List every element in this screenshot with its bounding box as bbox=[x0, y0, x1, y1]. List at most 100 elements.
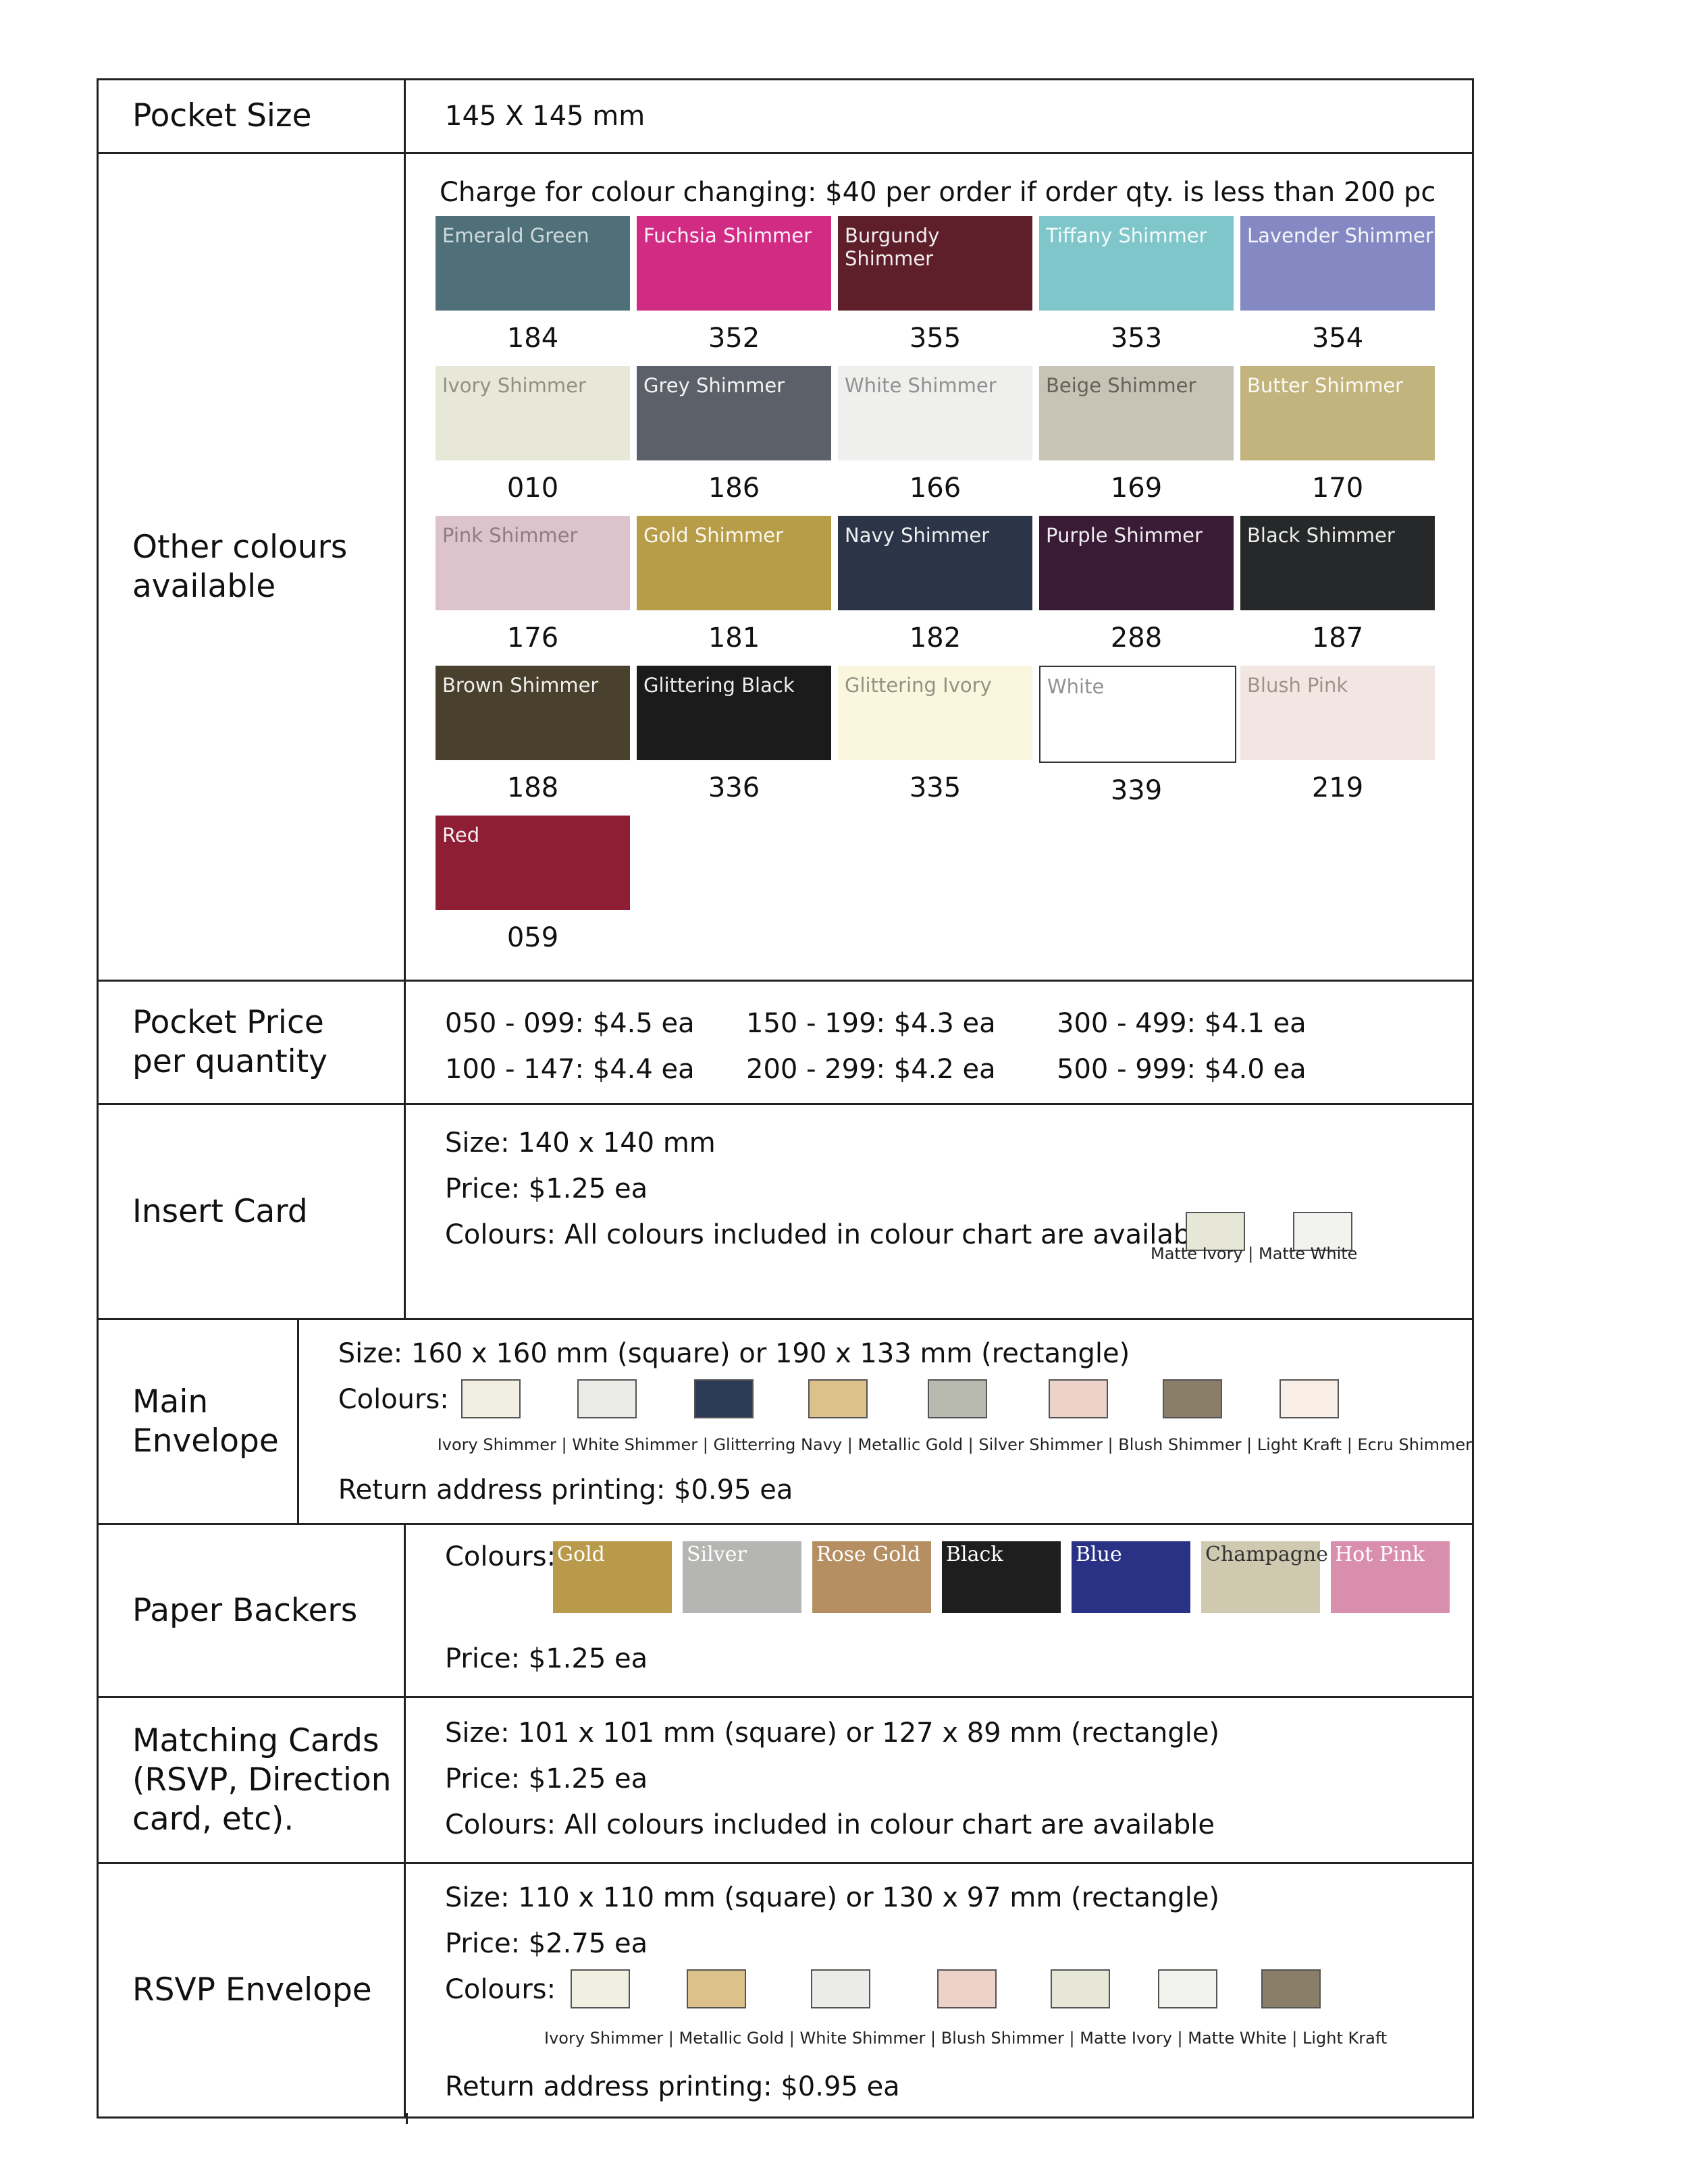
colour-swatch-name: Burgundy Shimmer bbox=[845, 224, 940, 270]
colour-swatch-name: Tiffany Shimmer bbox=[1046, 224, 1207, 247]
row-content: Size: 140 x 140 mm Price: $1.25 ea Colou… bbox=[406, 1105, 1472, 1318]
price-tier: 150 - 199: $4.3 ea bbox=[746, 1008, 996, 1039]
paper-backer-swatch: Hot Pink bbox=[1331, 1541, 1450, 1613]
colour-chart: Emerald Green 184 Fuchsia Shimmer 352 Burgun… bbox=[436, 216, 1472, 986]
colour-swatch-code: 059 bbox=[506, 922, 559, 953]
row-content: 050 - 099: $4.5 ea 150 - 199: $4.3 ea 30… bbox=[406, 982, 1472, 1103]
colour-swatch: Brown Shimmer bbox=[436, 666, 630, 760]
colour-swatch-cell: Beige Shimmer 169 bbox=[1039, 366, 1234, 516]
row-label: Paper Backers bbox=[99, 1525, 406, 1696]
paper-backer-name: Rose Gold bbox=[816, 1543, 921, 1566]
envelope-colour-swatch bbox=[811, 1969, 870, 2008]
paper-backer-name: Gold bbox=[557, 1543, 605, 1566]
row-pocket-price: Pocket Price per quantity 050 - 099: $4.… bbox=[99, 982, 1472, 1105]
envelope-colour-swatch bbox=[1261, 1969, 1321, 2008]
paper-backers-colours-line: Colours: Gold Silver Rose Gold Black Blue Cha… bbox=[445, 1541, 1472, 1636]
envelope-colour-swatch bbox=[577, 1379, 637, 1418]
row-content: Size: 101 x 101 mm (square) or 127 x 89 … bbox=[406, 1698, 1472, 1862]
colour-swatch: Red bbox=[436, 816, 630, 910]
colour-swatch: White bbox=[1039, 666, 1236, 763]
colour-change-charge: Charge for colour changing: $40 per orde… bbox=[440, 177, 1436, 208]
row-other-colours: Other colours available Charge for colou… bbox=[99, 154, 1472, 982]
colour-swatch-cell: Purple Shimmer 288 bbox=[1039, 516, 1234, 666]
colour-swatch-code: 335 bbox=[909, 772, 961, 803]
colour-swatch: Blush Pink bbox=[1240, 666, 1435, 760]
price-tier: 500 - 999: $4.0 ea bbox=[1057, 1054, 1307, 1085]
colour-swatch-code: 352 bbox=[708, 323, 760, 354]
matching-cards-size: Size: 101 x 101 mm (square) or 127 x 89 … bbox=[445, 1717, 1220, 1749]
colour-swatch-name: Black Shimmer bbox=[1247, 524, 1395, 547]
rsvp-envelope-caption: Ivory Shimmer | Metallic Gold | White Sh… bbox=[544, 2029, 1388, 2048]
colour-swatch: White Shimmer bbox=[838, 366, 1032, 460]
price-tier: 100 - 147: $4.4 ea bbox=[445, 1054, 695, 1085]
colour-swatch-cell: Gold Shimmer 181 bbox=[637, 516, 831, 666]
row-rsvp-envelope: RSVP Envelope Size: 110 x 110 mm (square… bbox=[99, 1864, 1472, 2119]
colour-swatch-name: Glittering Ivory bbox=[845, 674, 992, 697]
paper-backer-name: Black bbox=[946, 1543, 1003, 1566]
colour-swatch: Emerald Green bbox=[436, 216, 630, 311]
colour-swatch-name: Brown Shimmer bbox=[442, 674, 599, 697]
paper-backer-swatch: Champagne bbox=[1201, 1541, 1328, 1613]
paper-backer-name: Hot Pink bbox=[1335, 1543, 1425, 1566]
colour-swatch-cell: Red 059 bbox=[436, 816, 630, 965]
insert-price: Price: $1.25 ea bbox=[445, 1173, 648, 1204]
main-envelope-return-printing: Return address printing: $0.95 ea bbox=[338, 1474, 793, 1506]
colour-swatch: Lavender Shimmer bbox=[1240, 216, 1435, 311]
colour-swatch-cell: Grey Shimmer 186 bbox=[637, 366, 831, 516]
envelope-colour-swatch bbox=[1048, 1379, 1108, 1418]
colour-swatch: Navy Shimmer bbox=[838, 516, 1032, 610]
colour-swatch-cell: White Shimmer 166 bbox=[838, 366, 1032, 516]
colour-swatch-name: Blush Pink bbox=[1247, 674, 1348, 697]
colour-swatch: Tiffany Shimmer bbox=[1039, 216, 1234, 311]
envelope-colour-swatch bbox=[460, 1379, 521, 1418]
main-envelope-size: Size: 160 x 160 mm (square) or 190 x 133… bbox=[338, 1338, 1130, 1369]
colours-label: Colours: bbox=[445, 1974, 556, 2005]
colour-swatch-name: Fuchsia Shimmer bbox=[643, 224, 812, 247]
colour-swatch-name: White Shimmer bbox=[845, 374, 997, 397]
colour-swatch-code: 176 bbox=[506, 622, 559, 654]
envelope-colour-swatch bbox=[1158, 1969, 1217, 2008]
colour-swatch-cell: White 339 bbox=[1039, 666, 1236, 816]
colour-swatch-cell: Ivory Shimmer 010 bbox=[436, 366, 630, 516]
rsvp-envelope-colours-line: Colours: bbox=[445, 1967, 1472, 2013]
colour-swatch: Pink Shimmer bbox=[436, 516, 630, 610]
label-line: (RSVP, Direction bbox=[132, 1761, 392, 1799]
colour-swatch: Glittering Black bbox=[637, 666, 831, 760]
colour-swatch: Gold Shimmer bbox=[637, 516, 831, 610]
row-label: Insert Card bbox=[99, 1105, 406, 1318]
price-tiers: 050 - 099: $4.5 ea 150 - 199: $4.3 ea 30… bbox=[445, 982, 1472, 1106]
colour-swatch: Ivory Shimmer bbox=[436, 366, 630, 460]
row-insert-card: Insert Card Size: 140 x 140 mm Price: $1… bbox=[99, 1105, 1472, 1320]
insert-size: Size: 140 x 140 mm bbox=[445, 1127, 716, 1158]
row-main-envelope: Main Envelope Size: 160 x 160 mm (square… bbox=[99, 1320, 1472, 1525]
label-line: available bbox=[132, 567, 276, 605]
label-line: Pocket Price bbox=[132, 1004, 324, 1041]
colour-swatch-cell: Lavender Shimmer 354 bbox=[1240, 216, 1435, 366]
insert-colours-line: Colours: All colours included in colour … bbox=[445, 1212, 1472, 1258]
paper-backers-price: Price: $1.25 ea bbox=[445, 1643, 648, 1674]
paper-backer-swatch: Blue bbox=[1072, 1541, 1190, 1613]
paper-backer-name: Silver bbox=[687, 1543, 747, 1566]
paper-backer-swatch: Gold bbox=[553, 1541, 672, 1613]
matching-cards-colours: Colours: All colours included in colour … bbox=[445, 1809, 1215, 1840]
pocket-size-value: 145 X 145 mm bbox=[445, 101, 645, 132]
colour-swatch-name: Beige Shimmer bbox=[1046, 374, 1196, 397]
colour-swatch-cell: Butter Shimmer 170 bbox=[1240, 366, 1435, 516]
envelope-colour-swatch bbox=[571, 1969, 630, 2008]
row-content: Charge for colour changing: $40 per orde… bbox=[406, 154, 1472, 980]
row-content: Size: 160 x 160 mm (square) or 190 x 133… bbox=[299, 1320, 1472, 1523]
colour-swatch: Purple Shimmer bbox=[1039, 516, 1234, 610]
colour-swatch-cell: Glittering Black 336 bbox=[637, 666, 831, 816]
insert-extra-caption: Matte Ivory | Matte White bbox=[1151, 1244, 1358, 1263]
colour-swatch-cell: Pink Shimmer 176 bbox=[436, 516, 630, 666]
colour-swatch-cell: Fuchsia Shimmer 352 bbox=[637, 216, 831, 366]
colour-swatch-code: 355 bbox=[909, 323, 961, 354]
rsvp-envelope-price: Price: $2.75 ea bbox=[445, 1928, 648, 1959]
price-tier: 300 - 499: $4.1 ea bbox=[1057, 1008, 1307, 1039]
colour-swatch: Glittering Ivory bbox=[838, 666, 1032, 760]
colour-swatch-code: 219 bbox=[1311, 772, 1364, 803]
row-label: Pocket Price per quantity bbox=[99, 982, 406, 1103]
paper-backer-name: Champagne bbox=[1205, 1543, 1328, 1566]
colour-swatch-cell: Tiffany Shimmer 353 bbox=[1039, 216, 1234, 366]
colour-swatch-name: Red bbox=[442, 824, 480, 847]
